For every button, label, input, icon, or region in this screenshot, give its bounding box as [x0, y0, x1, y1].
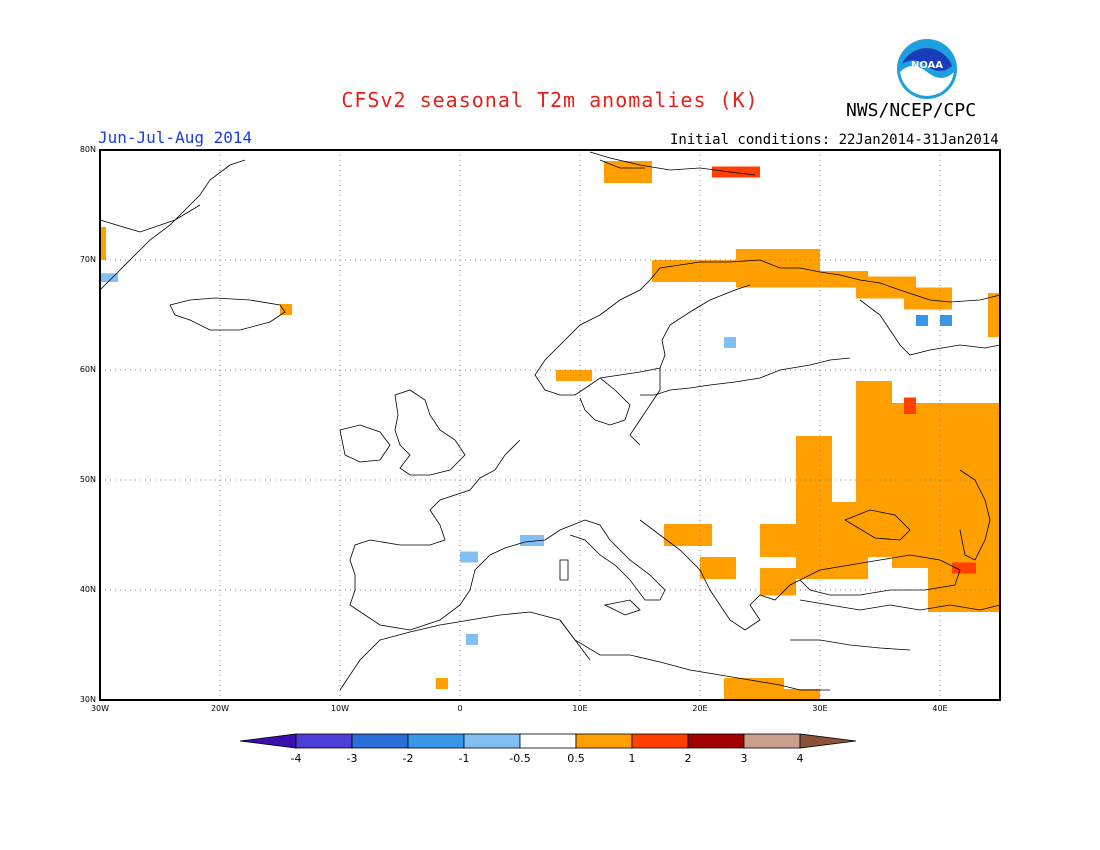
- anomaly-cell: [724, 337, 736, 348]
- anomaly-cell: [988, 293, 1000, 337]
- anomaly-cell: [460, 551, 478, 563]
- latitude-tick-label: 70N: [79, 255, 96, 264]
- anomaly-cell: [952, 562, 976, 574]
- longitude-tick-label: 0: [457, 704, 463, 713]
- longitude-tick-label: 30W: [90, 704, 110, 713]
- colorbar-tick-label: 4: [796, 752, 804, 765]
- anomaly-cell: [940, 315, 952, 326]
- longitude-tick-label: 10E: [572, 704, 588, 713]
- anomaly-cell: [760, 568, 796, 596]
- colorbar-tick-label: -0.5: [509, 752, 531, 765]
- period-label: Jun-Jul-Aug 2014: [98, 128, 253, 147]
- colorbar-swatch: [351, 733, 409, 749]
- colorbar-tick-label: -2: [402, 752, 414, 765]
- colorbar-swatch: [295, 733, 353, 749]
- longitude-tick-label: 40E: [932, 704, 948, 713]
- latitude-tick-label: 40N: [79, 585, 96, 594]
- anomaly-cells-layer: [100, 161, 1000, 700]
- anomaly-cell: [100, 227, 106, 260]
- org-label: NWS/NCEP/CPC: [846, 100, 977, 121]
- latitude-tick-label: 60N: [79, 365, 96, 374]
- anomaly-cell: [712, 166, 760, 178]
- anomaly-cell: [100, 273, 118, 282]
- anomaly-cell: [784, 689, 820, 700]
- colorbar-swatch: [743, 733, 801, 749]
- anomaly-cell: [466, 634, 478, 645]
- initial-conditions-label: Initial conditions: 22Jan2014-31Jan2014: [670, 132, 999, 148]
- anomaly-cell: [736, 249, 820, 288]
- colorbar-min-arrow: [239, 733, 297, 749]
- anomaly-cell: [520, 535, 544, 546]
- colorbar-tick-label: -3: [346, 752, 358, 765]
- map-frame: [99, 149, 1001, 701]
- colorbar-swatch: [575, 733, 633, 749]
- anomaly-cell: [652, 260, 736, 282]
- colorbar-swatch: [519, 733, 577, 749]
- anomaly-cell: [796, 436, 832, 579]
- noaa-logo-text: NOAA: [911, 60, 943, 71]
- longitude-tick-label: 20W: [210, 704, 230, 713]
- colorbar-swatch: [687, 733, 745, 749]
- anomaly-cell: [436, 678, 448, 689]
- colorbar-tick-label: -4: [290, 752, 302, 765]
- colorbar-tick-label: 1: [628, 752, 636, 765]
- anomaly-cell: [280, 304, 292, 315]
- colorbar-tick-label: 3: [740, 752, 748, 765]
- anomaly-cell: [700, 557, 736, 579]
- anomaly-cell: [916, 315, 928, 326]
- coastline-layer: [99, 151, 1001, 691]
- colorbar-swatch: [631, 733, 689, 749]
- longitude-tick-label: 20E: [692, 704, 708, 713]
- anomaly-cell: [832, 502, 868, 579]
- colorbar-tick-label: 0.5: [567, 752, 585, 765]
- anomaly-cell: [904, 397, 916, 414]
- colorbar-tick-label: -1: [458, 752, 470, 765]
- colorbar-swatch: [463, 733, 521, 749]
- longitude-tick-label: 10W: [330, 704, 350, 713]
- colorbar-tick-label: 2: [684, 752, 692, 765]
- colorbar-max-arrow: [799, 733, 857, 749]
- latitude-tick-label: 80N: [79, 145, 96, 154]
- noaa-logo: NOAA: [897, 39, 957, 99]
- latitude-tick-label: 30N: [79, 695, 96, 704]
- graticule-layer: [100, 150, 1000, 700]
- anomaly-cell: [892, 403, 1000, 568]
- latitude-tick-label: 50N: [79, 475, 96, 484]
- colorbar-swatch: [407, 733, 465, 749]
- anomaly-cell: [760, 524, 796, 557]
- anomaly-cell: [556, 370, 592, 381]
- anomaly-cell: [904, 287, 952, 310]
- map-title: CFSv2 seasonal T2m anomalies (K): [341, 88, 759, 112]
- longitude-tick-label: 30E: [812, 704, 828, 713]
